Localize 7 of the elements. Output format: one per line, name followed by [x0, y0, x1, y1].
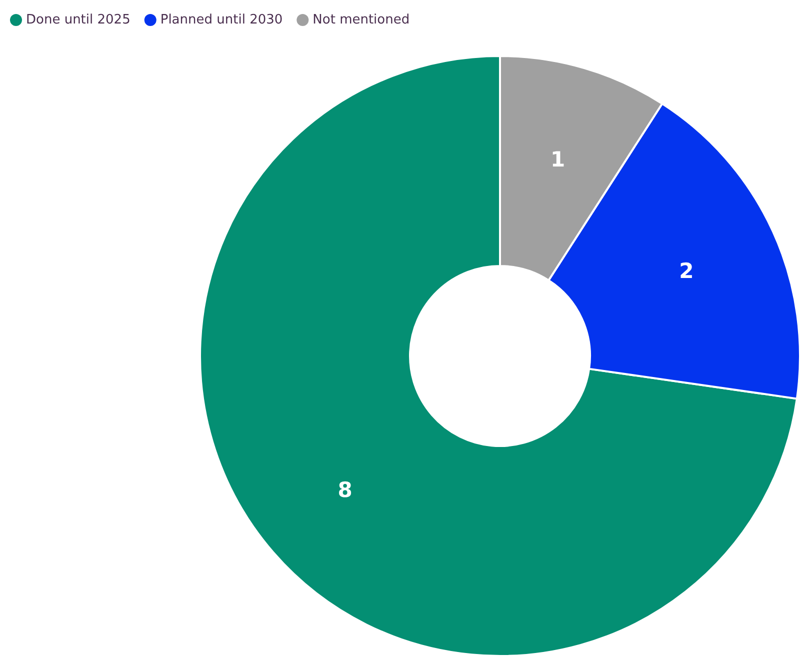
legend-label: Not mentioned — [312, 12, 410, 28]
data-label: 8 — [338, 478, 352, 502]
data-label: 2 — [679, 258, 694, 283]
legend-label: Done until 2025 — [26, 12, 130, 28]
data-label: 1 — [550, 147, 566, 172]
donut-slice — [199, 55, 798, 657]
legend-label: Planned until 2030 — [160, 12, 283, 28]
